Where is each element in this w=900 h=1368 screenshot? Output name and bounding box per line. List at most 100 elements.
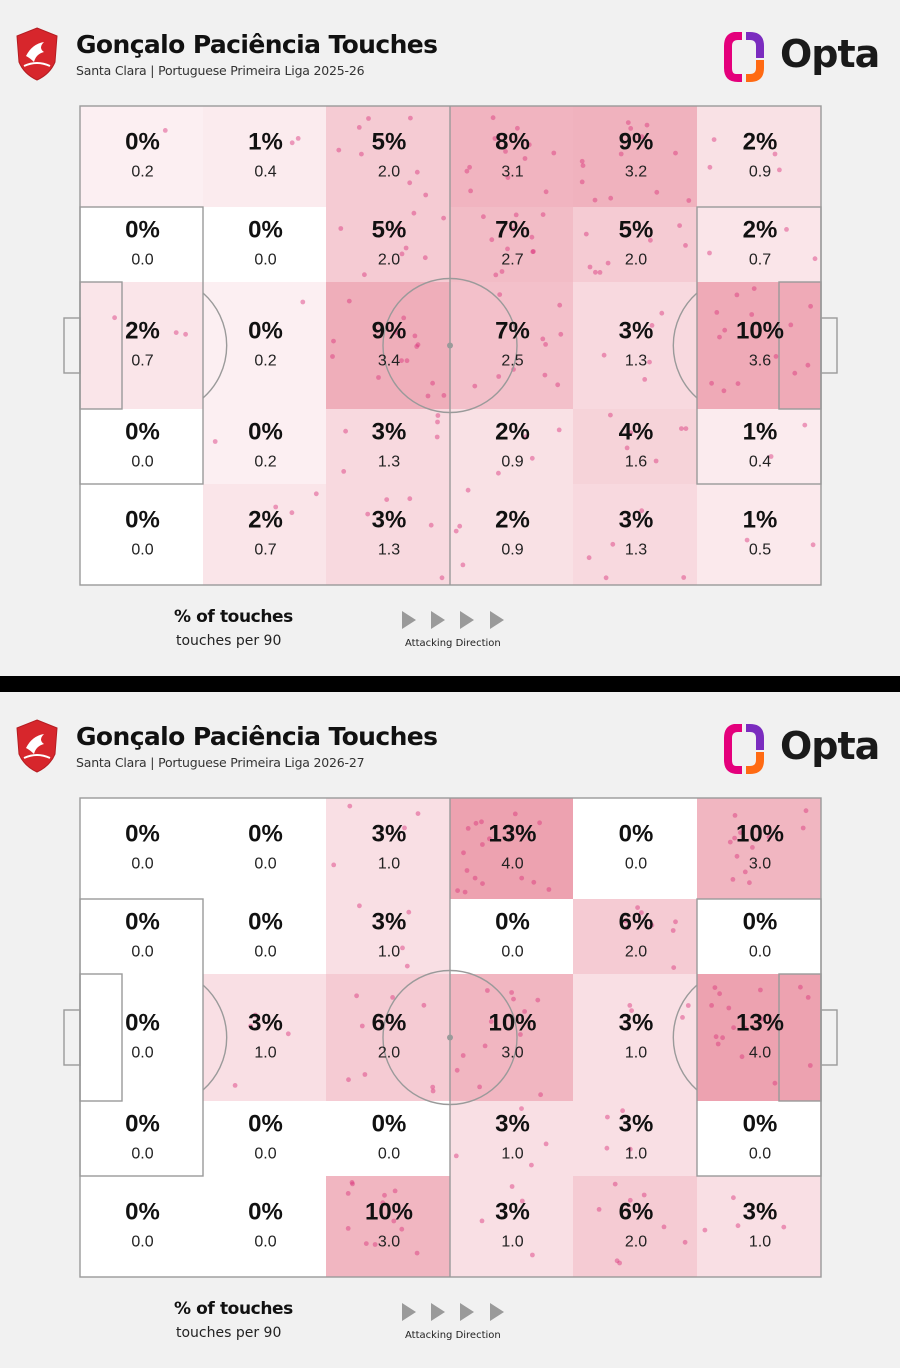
- touch-dot: [681, 575, 687, 580]
- touch-dot: [336, 147, 342, 153]
- touch-dot: [425, 393, 431, 399]
- cell-per90-label: 0.0: [254, 856, 276, 873]
- touch-dot: [802, 422, 808, 428]
- touch-dot: [522, 156, 528, 161]
- touch-dot: [709, 1003, 714, 1008]
- cell-per90-label: 2.0: [625, 1234, 647, 1251]
- heatmap-cell: [80, 798, 203, 899]
- touch-dot: [512, 811, 518, 817]
- touch-dot: [402, 825, 407, 831]
- touch-dot: [592, 197, 598, 203]
- touch-dot: [394, 330, 400, 335]
- touch-dot: [477, 1084, 482, 1090]
- touch-dot: [465, 826, 471, 831]
- cell-per90-label: 0.0: [625, 856, 647, 873]
- pitch-heatmap: 0% 0.2 1% 0.4 5% 2.0 8% 3.1 9% 3.2 2% 0.9 0% 0.0 0% 0.0…: [63, 105, 838, 586]
- touch-dot: [714, 310, 720, 315]
- touch-dot: [537, 820, 542, 826]
- touch-dot: [467, 164, 472, 170]
- heatmap-cell: [326, 282, 450, 409]
- center-circle: [382, 969, 518, 1106]
- cell-percent-label: 0%: [125, 419, 160, 446]
- cell-per90-label: 0.9: [501, 542, 523, 559]
- cell-percent-label: 4%: [619, 419, 654, 446]
- touch-dot: [289, 510, 295, 516]
- touch-dot: [608, 412, 613, 418]
- touch-dot: [390, 995, 395, 1000]
- touch-dot: [493, 272, 499, 278]
- cell-per90-label: 1.0: [378, 944, 400, 961]
- cell-per90-label: 2.0: [378, 252, 400, 269]
- touch-dot: [509, 990, 514, 995]
- cell-percent-label: 0%: [125, 1199, 160, 1226]
- touch-dot: [620, 1108, 625, 1114]
- heatmap-cell: [450, 1101, 573, 1176]
- touch-dot: [363, 1241, 369, 1246]
- heatmap-cell: [573, 207, 697, 282]
- touch-dot: [511, 996, 516, 1002]
- touch-dot: [503, 149, 508, 154]
- cell-percent-label: 1%: [743, 419, 778, 446]
- touch-dot: [273, 504, 279, 510]
- touch-dot: [513, 212, 519, 218]
- cell-percent-label: 3%: [619, 1111, 654, 1138]
- touch-dot: [404, 358, 410, 364]
- heatmap-cell: [697, 1176, 821, 1277]
- touch-dot: [744, 537, 750, 543]
- cell-percent-label: 3%: [495, 1111, 530, 1138]
- touch-dot: [543, 1141, 549, 1147]
- opta-logo-icon: [724, 32, 764, 82]
- touch-dot: [773, 354, 779, 359]
- touch-dot: [721, 388, 727, 394]
- cell-percent-label: 3%: [372, 507, 407, 534]
- cell-per90-label: 0.0: [254, 1146, 276, 1163]
- touch-dot: [529, 455, 535, 461]
- touch-dot: [461, 850, 466, 856]
- cell-per90-label: 0.0: [254, 944, 276, 961]
- brand-logo: Opta: [718, 26, 880, 86]
- pitch-heatmap: 0% 0.0 0% 0.0 3% 1.0 13% 4.0 0% 0.0 10% 3.0 0% 0.0 0% 0…: [63, 797, 838, 1278]
- touch-dot: [331, 862, 337, 868]
- touch-dot: [490, 115, 496, 121]
- touch-dot: [289, 140, 295, 146]
- touch-dot: [356, 125, 362, 130]
- touch-dot: [341, 469, 347, 474]
- heatmap-cell: [573, 798, 697, 899]
- heatmap-cell: [326, 484, 450, 585]
- touch-dot: [162, 127, 168, 133]
- touch-dot: [421, 1002, 427, 1008]
- cell-per90-label: 1.0: [378, 856, 400, 873]
- touch-dot: [346, 1077, 351, 1083]
- heatmap-cell: [573, 899, 697, 974]
- cell-percent-label: 0%: [495, 909, 530, 936]
- touch-dot: [252, 1012, 258, 1018]
- cell-per90-label: 0.7: [254, 542, 276, 559]
- touch-dot: [807, 1063, 813, 1068]
- touch-dot: [717, 991, 722, 997]
- cell-per90-label: 1.0: [501, 1234, 523, 1251]
- cell-percent-label: 0%: [125, 1111, 160, 1138]
- cell-per90-label: 0.0: [131, 1146, 153, 1163]
- cell-percent-label: 1%: [743, 507, 778, 534]
- penalty-arc-right: [672, 292, 698, 399]
- touch-dot: [392, 1188, 398, 1194]
- cell-per90-label: 0.0: [254, 252, 276, 269]
- touch-dot: [686, 198, 692, 203]
- touch-dot: [473, 820, 479, 826]
- legend-per90-label: touches per 90: [176, 633, 282, 649]
- touch-dot: [453, 1153, 459, 1159]
- touch-dot: [479, 1218, 485, 1224]
- heatmap-cell: [80, 282, 203, 409]
- touch-dot: [627, 1146, 633, 1152]
- cell-percent-label: 5%: [619, 217, 654, 244]
- touch-dot: [707, 250, 712, 256]
- touch-dot: [412, 333, 418, 339]
- touch-dot: [738, 830, 743, 835]
- cell-percent-label: 6%: [619, 909, 654, 936]
- touch-dot: [711, 137, 717, 143]
- chart-subtitle: Santa Clara | Portuguese Primeira Liga 2…: [76, 755, 365, 770]
- touch-dot: [406, 909, 412, 915]
- touch-dot: [639, 508, 645, 514]
- touch-dot: [759, 1016, 765, 1022]
- cell-per90-label: 3.1: [501, 164, 523, 181]
